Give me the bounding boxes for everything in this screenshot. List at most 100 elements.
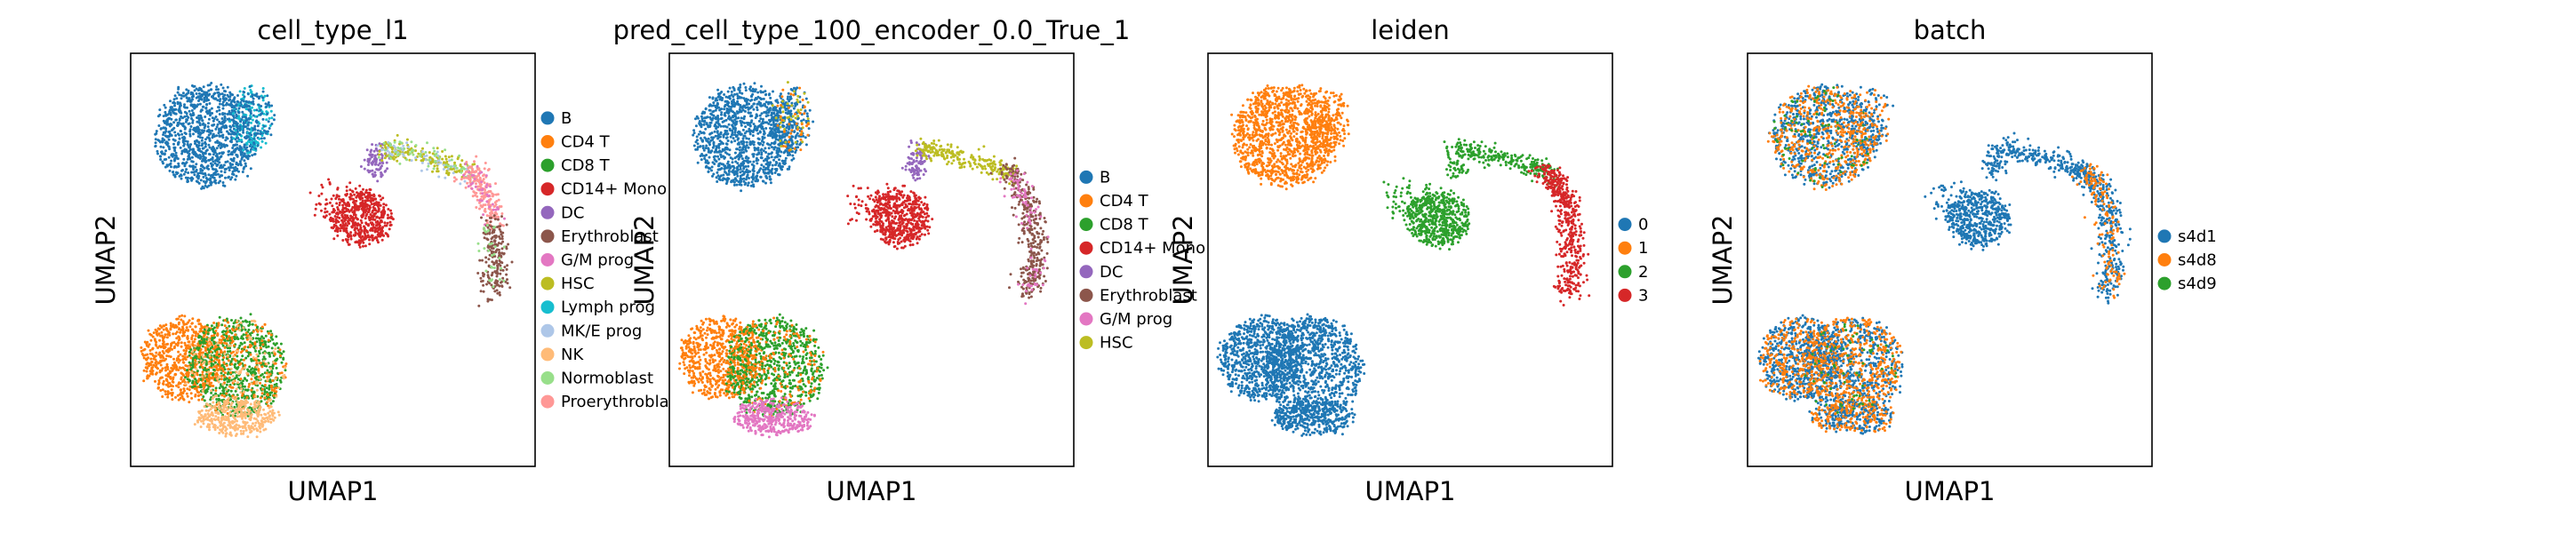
point-cd14-mono [344, 238, 348, 241]
point-normoblast [490, 265, 493, 268]
point-cd4-t [182, 349, 186, 352]
point-dc [376, 179, 380, 183]
point-g-m-prog [481, 188, 484, 192]
point-nk [254, 356, 258, 360]
point-normoblast [485, 224, 489, 227]
point-nk [240, 432, 243, 435]
point-nk [206, 425, 210, 428]
point-nk [211, 397, 214, 401]
point-cd4-t [171, 369, 174, 372]
point-b [180, 115, 183, 118]
point-cd14-mono [380, 229, 384, 233]
point-b [177, 162, 180, 165]
point-g-m-prog [494, 208, 498, 211]
point-cd4-t [148, 362, 152, 366]
point-b [228, 175, 230, 179]
point-b [190, 164, 194, 168]
point-cd8-t [206, 387, 210, 391]
point-b [235, 123, 238, 127]
point-dc [368, 153, 372, 156]
point-erythroblast [500, 284, 504, 288]
point-cd8-t [246, 368, 250, 371]
point-b [221, 133, 225, 137]
point-cd8-t [282, 350, 285, 354]
point-cd4-t [180, 314, 184, 317]
point-b [217, 91, 220, 94]
point-cd4-t [155, 366, 158, 370]
point-b [213, 91, 217, 95]
point-cd8-t [242, 379, 244, 383]
point-cd14-mono [386, 217, 389, 219]
point-b [180, 150, 184, 154]
point-cd8-t [251, 367, 254, 370]
point-b [199, 95, 203, 99]
point-nk [269, 367, 273, 370]
point-b [223, 119, 227, 123]
point-cd4-t [167, 385, 171, 388]
point-cd8-t [202, 395, 205, 398]
point-nk [259, 408, 261, 411]
point-b [202, 179, 205, 183]
point-nk [249, 418, 252, 422]
point-b [205, 98, 209, 101]
point-cd8-t [265, 386, 268, 390]
point-b [180, 132, 184, 136]
point-normoblast [395, 150, 398, 154]
point-b [257, 103, 260, 107]
point-b [184, 171, 188, 173]
point-nk [210, 389, 213, 393]
point-cd4-t [175, 368, 178, 371]
point-b [221, 107, 225, 110]
point-cd14-mono [385, 232, 388, 235]
point-cd4-t [267, 338, 270, 342]
point-b [167, 138, 171, 141]
point-b [185, 88, 188, 91]
point-nk [253, 320, 257, 323]
point-nk [282, 377, 285, 380]
point-nk [219, 424, 222, 426]
point-hsc [380, 159, 384, 163]
point-cd8-t [267, 345, 270, 348]
point-hsc [436, 147, 439, 150]
point-cd14-mono [378, 217, 381, 220]
point-nk [217, 376, 220, 379]
point-proerythroblast [472, 171, 476, 174]
point-erythroblast [486, 275, 490, 279]
point-b [215, 125, 219, 129]
point-g-m-prog [503, 217, 506, 220]
point-normoblast [388, 155, 391, 158]
point-nk [215, 394, 219, 398]
point-b [256, 129, 260, 132]
point-cd4-t [145, 362, 148, 366]
point-cd14-mono [354, 241, 357, 244]
point-cd14-mono [344, 193, 348, 196]
point-cd4-t [168, 381, 172, 385]
point-g-m-prog [471, 181, 475, 185]
point-cd4-t [165, 362, 169, 366]
point-nk [270, 412, 274, 416]
point-nk [262, 408, 265, 411]
point-normoblast [487, 249, 491, 252]
point-normoblast [487, 229, 490, 233]
point-b [228, 128, 232, 131]
point-nk [264, 413, 268, 417]
point-proerythroblast [475, 170, 478, 173]
point-b [196, 171, 200, 175]
point-cd8-t [224, 378, 228, 381]
point-nk [228, 410, 232, 414]
point-nk [266, 362, 268, 366]
point-b [218, 120, 221, 123]
point-cd8-t [275, 335, 278, 338]
point-cd4-t [183, 341, 187, 345]
point-b [182, 105, 186, 108]
point-dc [366, 169, 370, 172]
point-b [207, 143, 211, 147]
point-b [224, 139, 228, 142]
point-b [218, 175, 221, 179]
point-b [173, 175, 177, 179]
point-hsc [460, 159, 464, 163]
point-b [175, 165, 179, 169]
point-b [238, 127, 242, 131]
point-mk-e-prog [376, 144, 380, 147]
point-proerythroblast [494, 203, 498, 206]
